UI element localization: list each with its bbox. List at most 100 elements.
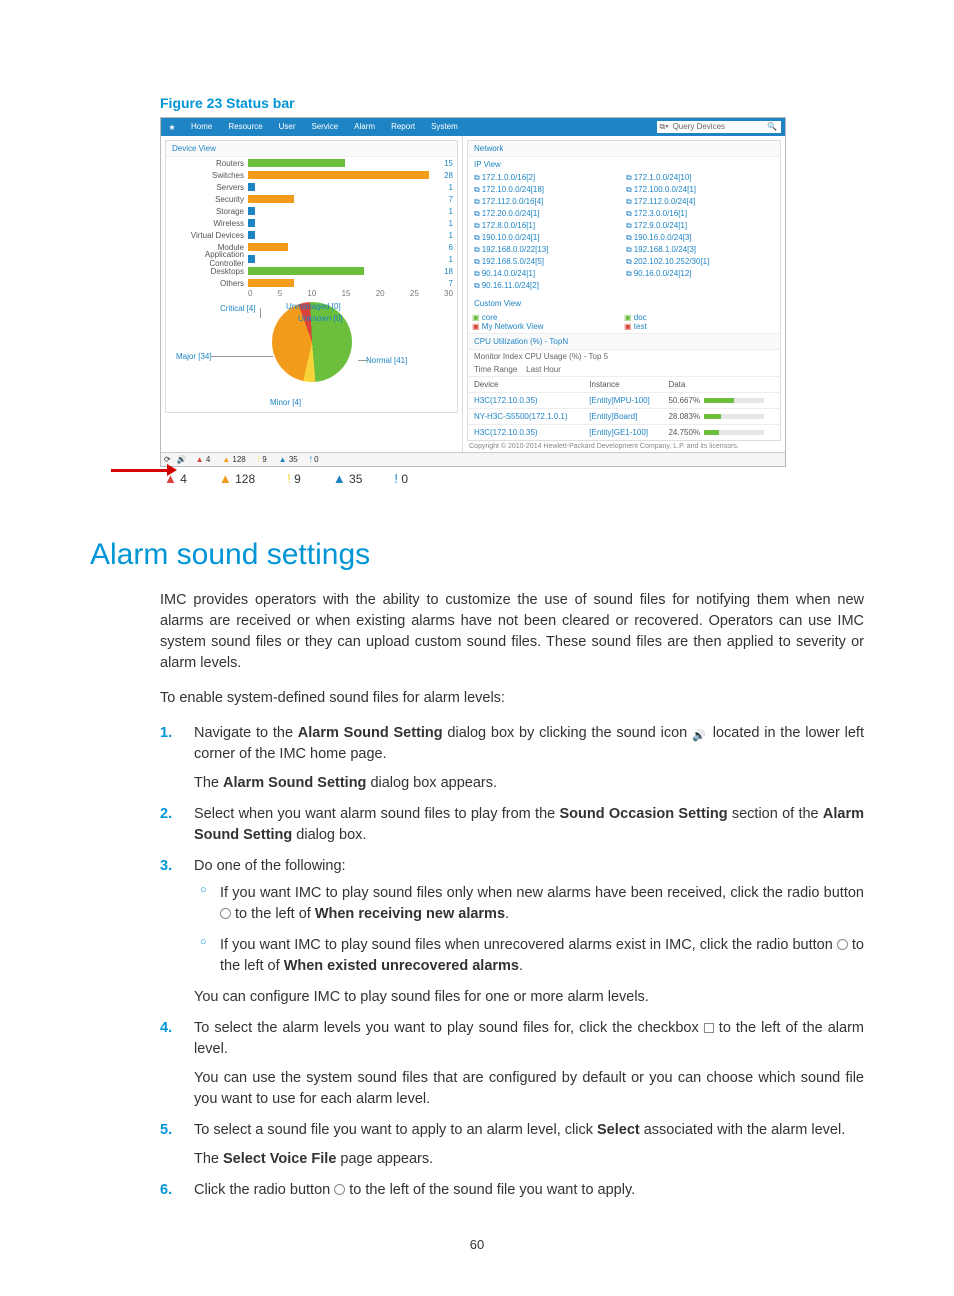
- custom-view-link[interactable]: ▣ doc: [624, 313, 776, 322]
- radio-glyph: [837, 939, 848, 950]
- ip-link[interactable]: ⧉172.20.0.0/24[1]: [472, 208, 624, 220]
- ip-link[interactable]: ⧉172.112.0.0/24[4]: [624, 196, 776, 208]
- radio-glyph: [220, 908, 231, 919]
- step-3: Do one of the following: If you want IMC…: [160, 856, 864, 1008]
- ip-link[interactable]: ⧉202.102.10.252/30[1]: [624, 256, 776, 268]
- ip-link[interactable]: ⧉172.3.0.0/16[1]: [624, 208, 776, 220]
- step-5: To select a sound file you want to apply…: [160, 1120, 864, 1170]
- pie-label-normal: Normal [41]: [366, 356, 407, 365]
- status-item[interactable]: ! 9: [252, 455, 273, 464]
- step-1: Navigate to the Alarm Sound Setting dial…: [160, 723, 864, 794]
- callout-arrow: [111, 469, 171, 472]
- ip-link[interactable]: ⧉172.9.0.0/24[1]: [624, 220, 776, 232]
- cpu-row[interactable]: H3C(172.10.0.35)[Entity]MPU-100]50.667%: [468, 393, 780, 409]
- device-view-header: Device View: [166, 141, 457, 157]
- search-icon[interactable]: 🔍: [767, 121, 777, 133]
- ip-link[interactable]: ⧉90.16.11.0/24[2]: [472, 280, 624, 292]
- bar-row: Routers15: [166, 157, 457, 169]
- ip-link[interactable]: ⧉90.16.0.0/24[12]: [624, 268, 776, 280]
- status-item-zoom: ▲ 35: [333, 471, 363, 486]
- status-bar: ⟳ 🔊 ▲ 4▲ 128! 9▲ 35! 0: [161, 452, 785, 466]
- bar-row: Security7: [166, 193, 457, 205]
- status-item[interactable]: ▲ 128: [216, 455, 252, 464]
- ip-link[interactable]: ⧉192.168.0.0/22[13]: [472, 244, 624, 256]
- nav-alarm[interactable]: Alarm: [346, 118, 383, 136]
- intro-paragraph: IMC provides operators with the ability …: [160, 590, 864, 674]
- screenshot: ★ HomeResourceUserServiceAlarmReportSyst…: [160, 117, 786, 467]
- pie-label-major: Major [34]: [176, 352, 212, 361]
- pie-label-unmanaged: Unmanaged [0]: [286, 302, 341, 311]
- nav-system[interactable]: System: [423, 118, 466, 136]
- sound-status-icon[interactable]: 🔊: [174, 455, 190, 464]
- step-2: Select when you want alarm sound files t…: [160, 804, 864, 846]
- status-item[interactable]: ▲ 4: [190, 455, 217, 464]
- bar-row: Storage1: [166, 205, 457, 217]
- custom-view-link[interactable]: ▣ My Network View: [472, 322, 624, 331]
- screenshot-top-nav: ★ HomeResourceUserServiceAlarmReportSyst…: [161, 118, 785, 136]
- step-3-bullet-2: If you want IMC to play sound files when…: [194, 935, 864, 977]
- cpu-time-range: Time Range Last Hour: [468, 363, 780, 376]
- cpu-row[interactable]: H3C(172.10.0.35)[Entity]GE1-100]24.750%: [468, 425, 780, 441]
- step-3-bullet-1: If you want IMC to play sound files only…: [194, 883, 864, 925]
- step-6: Click the radio button to the left of th…: [160, 1180, 864, 1201]
- status-bar-zoom: ▲ 4▲ 128! 9▲ 35! 0: [160, 467, 864, 490]
- nav-home[interactable]: Home: [183, 118, 220, 136]
- step-4: To select the alarm levels you want to p…: [160, 1018, 864, 1110]
- pie-label-critical: Critical [4]: [220, 304, 256, 313]
- bar-row: Others7: [166, 277, 457, 289]
- cpu-panel-title: CPU Utilization (%) - TopN: [468, 333, 780, 350]
- status-item[interactable]: ▲ 35: [273, 455, 304, 464]
- status-item-zoom: ! 9: [287, 471, 301, 486]
- device-view-axis: 051015202530: [166, 289, 457, 298]
- intro-paragraph-2: To enable system-defined sound files for…: [160, 688, 864, 709]
- status-item-zoom: ▲ 128: [219, 471, 255, 486]
- ip-link[interactable]: ⧉172.112.0.0/16[4]: [472, 196, 624, 208]
- pie-label-unknown: Unknown [0]: [298, 314, 342, 323]
- figure-caption: Figure 23 Status bar: [160, 95, 864, 111]
- cpu-table: DeviceInstanceData H3C(172.10.0.35)[Enti…: [468, 376, 780, 440]
- status-item[interactable]: ! 0: [304, 455, 325, 464]
- ip-link[interactable]: ⧉190.10.0.0/24[1]: [472, 232, 624, 244]
- search-placeholder: Query Devices: [673, 121, 725, 133]
- checkbox-glyph: [704, 1023, 714, 1033]
- ip-link[interactable]: ⧉172.100.0.0/24[1]: [624, 184, 776, 196]
- nav-resource[interactable]: Resource: [220, 118, 270, 136]
- custom-view-link[interactable]: ▣ test: [624, 322, 776, 331]
- radio-glyph: [334, 1184, 345, 1195]
- cpu-monitor-index: Monitor Index CPU Usage (%) - Top 5: [468, 350, 780, 363]
- bar-row: Application Controller1: [166, 253, 457, 265]
- ip-link[interactable]: ⧉172.1.0.0/16[2]: [472, 172, 624, 184]
- refresh-icon[interactable]: ⟳: [161, 455, 174, 464]
- ip-link[interactable]: ⧉192.168.1.0/24[3]: [624, 244, 776, 256]
- network-header: Network: [468, 141, 780, 157]
- ip-link[interactable]: ⧉172.10.0.0/24[18]: [472, 184, 624, 196]
- ip-link[interactable]: ⧉172.1.0.0/24[10]: [624, 172, 776, 184]
- bar-row: Switches28: [166, 169, 457, 181]
- custom-view-title: Custom View: [468, 296, 780, 311]
- section-heading: Alarm sound settings: [90, 538, 864, 572]
- status-item-zoom: ! 0: [394, 471, 408, 486]
- nav-user[interactable]: User: [271, 118, 304, 136]
- sound-icon: 🔊: [692, 729, 708, 741]
- ip-view-title: IP View: [468, 157, 780, 172]
- ip-link[interactable]: ⧉190.16.0.0/24[3]: [624, 232, 776, 244]
- pie-label-minor: Minor [4]: [270, 398, 301, 407]
- bar-row: Servers1: [166, 181, 457, 193]
- page-number: 60: [90, 1237, 864, 1252]
- favorites-star-icon[interactable]: ★: [161, 123, 183, 132]
- ip-link[interactable]: ⧉90.14.0.0/24[1]: [472, 268, 624, 280]
- bar-row: Desktops18: [166, 265, 457, 277]
- nav-report[interactable]: Report: [383, 118, 423, 136]
- bar-row: Wireless1: [166, 217, 457, 229]
- bar-row: Virtual Devices1: [166, 229, 457, 241]
- cpu-row[interactable]: NY-H3C-S5500(172.1.0.1)[Entity]Board]28.…: [468, 409, 780, 425]
- search-tree-icon: ⧉▾: [659, 121, 668, 133]
- status-pie: Critical [4] Unmanaged [0] Unknown [0] N…: [166, 302, 457, 412]
- custom-view-link[interactable]: ▣ core: [472, 313, 624, 322]
- device-view-bars: Routers15Switches28Servers1Security7Stor…: [166, 157, 457, 289]
- ip-link[interactable]: ⧉172.8.0.0/16[1]: [472, 220, 624, 232]
- screenshot-copyright: Copyright © 2010-2014 Hewlett-Packard De…: [463, 441, 785, 452]
- nav-service[interactable]: Service: [303, 118, 346, 136]
- search-box[interactable]: ⧉▾ Query Devices 🔍: [657, 121, 781, 133]
- ip-link[interactable]: ⧉192.168.5.0/24[5]: [472, 256, 624, 268]
